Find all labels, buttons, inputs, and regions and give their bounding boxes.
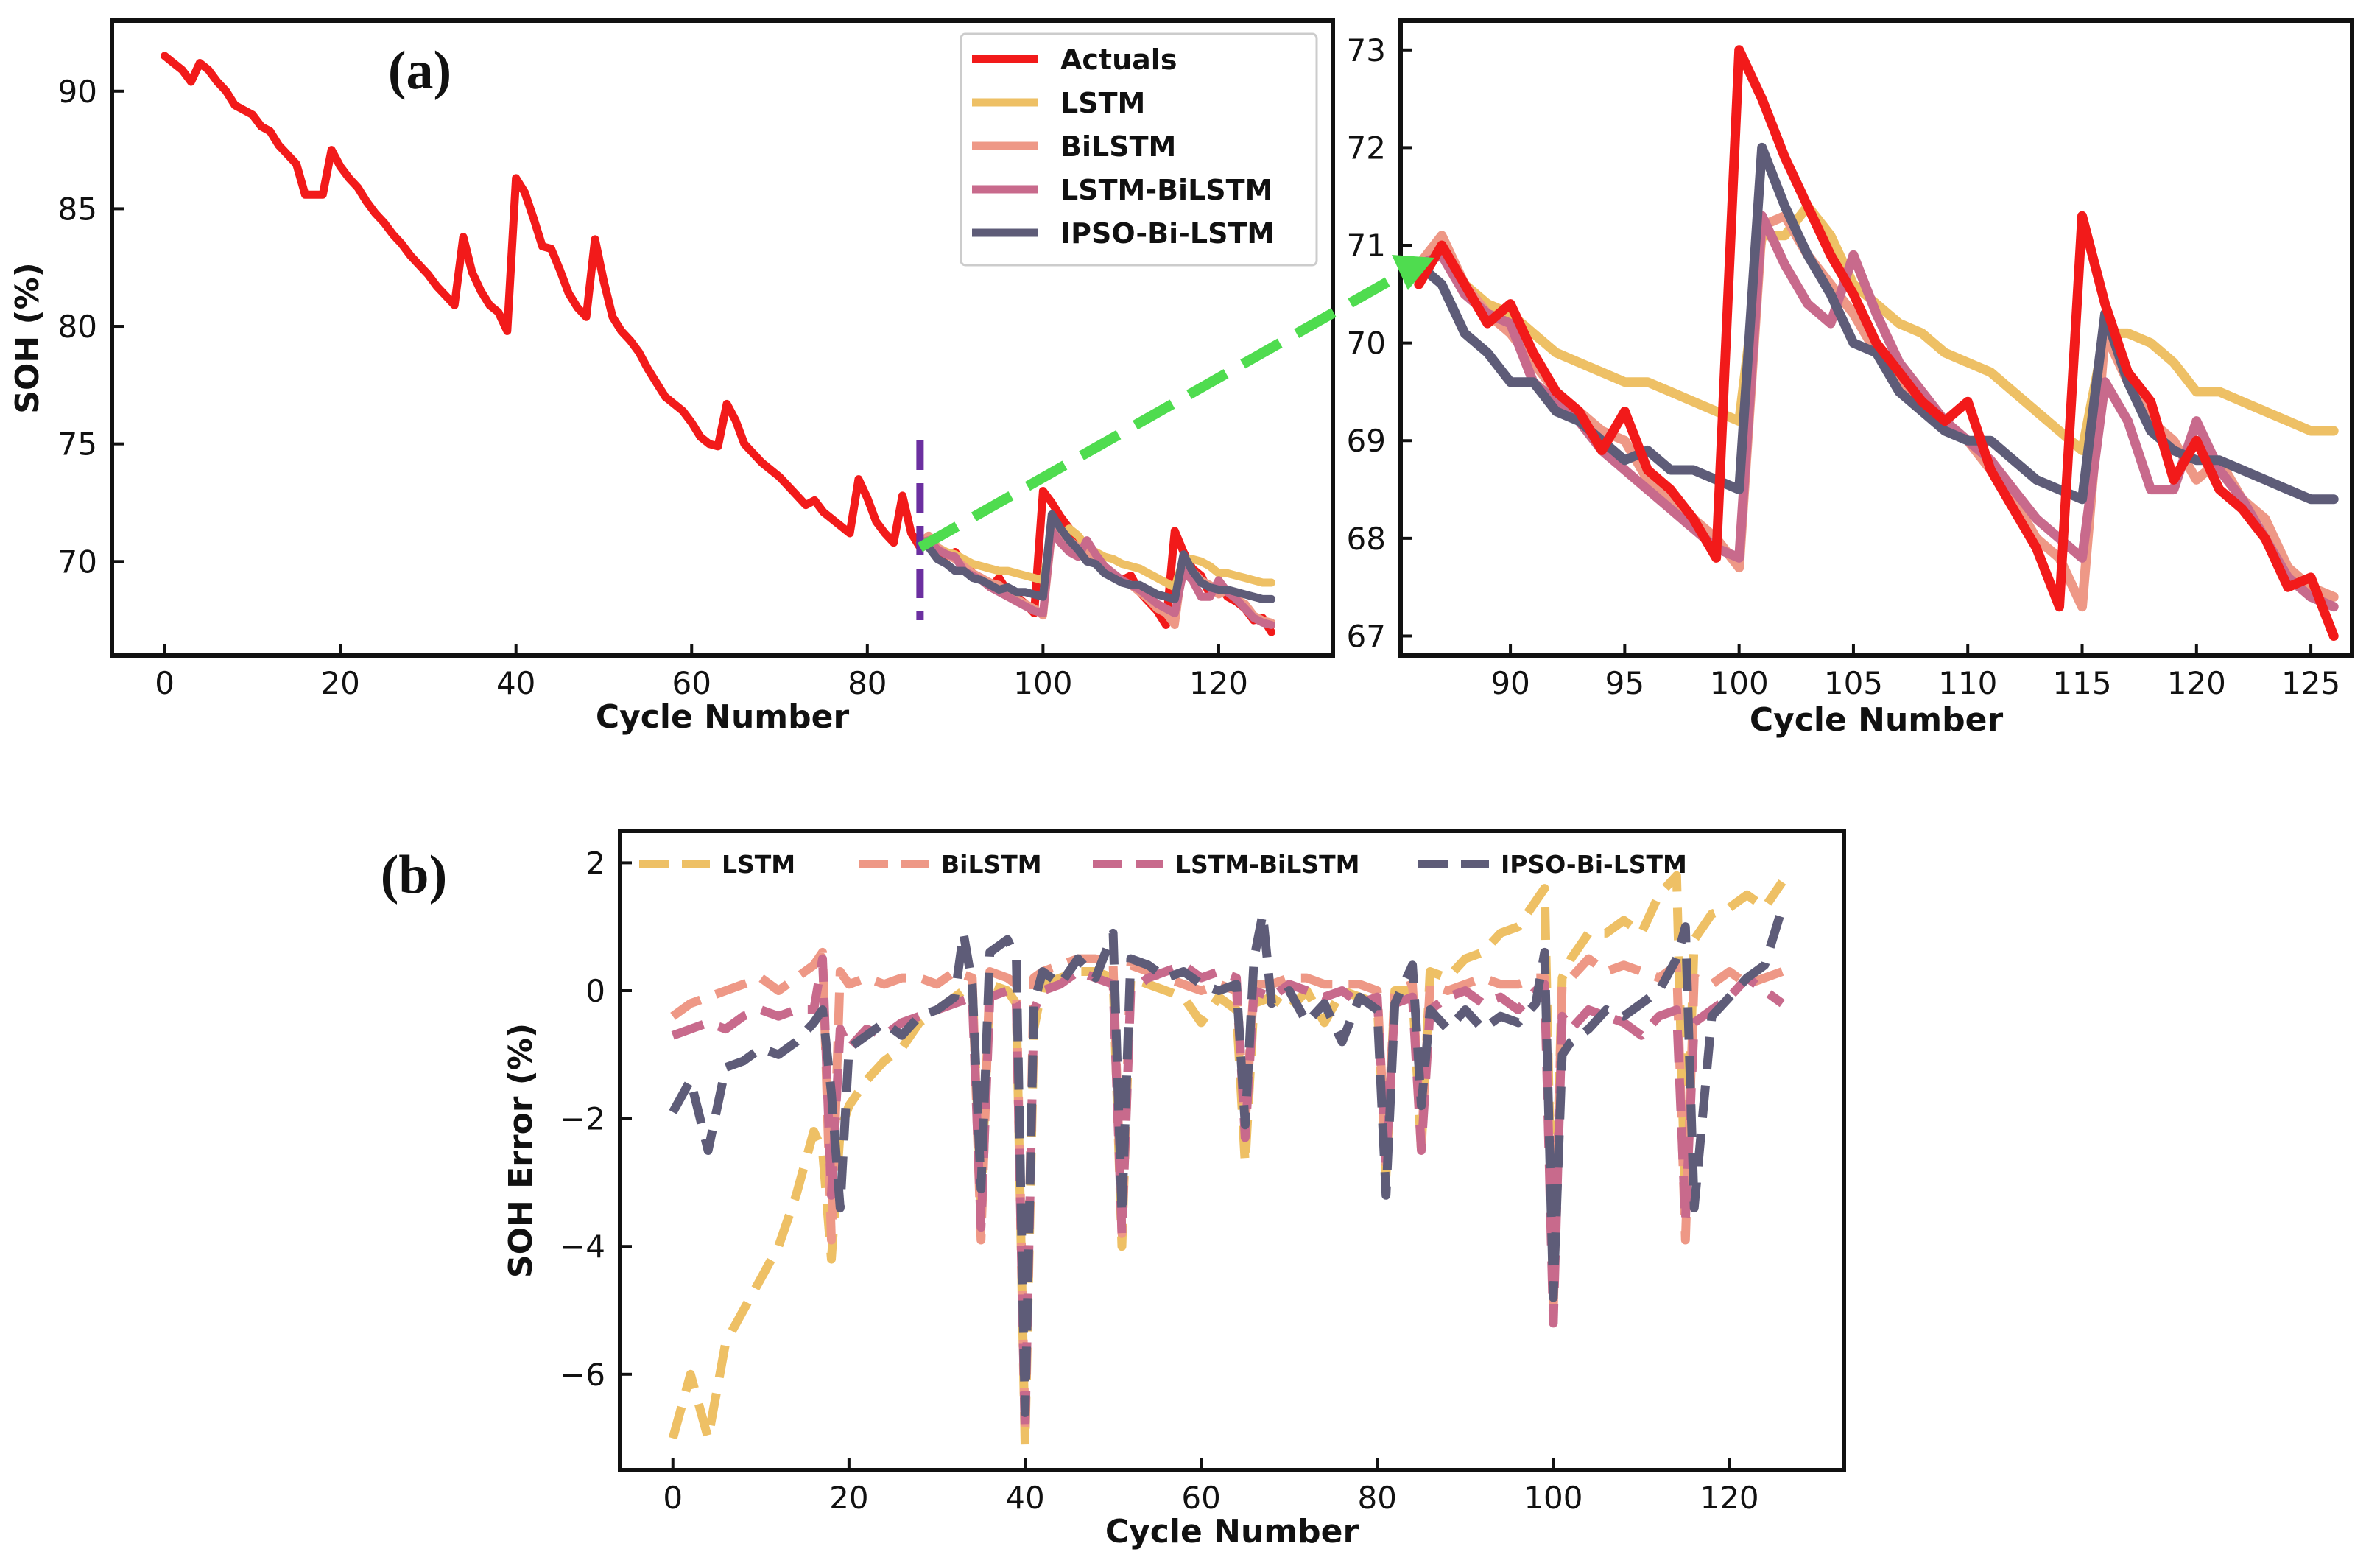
main-xtick-label: 40 (496, 665, 535, 701)
error-xtick-label: 120 (1700, 1480, 1758, 1516)
error-ytick-label: 0 (585, 973, 605, 1009)
error-xtick-label: 0 (663, 1480, 683, 1516)
error-series-group (668, 871, 1787, 1450)
zoom-xtick-label: 110 (1938, 665, 1997, 701)
main-ytick-label: 80 (58, 309, 97, 345)
zoom-xtick-label: 115 (2052, 665, 2111, 701)
zoom-plot-frame (1398, 18, 2354, 658)
main-xtick-label: 60 (672, 665, 711, 701)
panel-label-b: (b) (381, 845, 447, 905)
main-legend-label-lstm: LSTM (1060, 87, 1145, 119)
main-ytick-label: 90 (58, 74, 97, 110)
main-xtick-label: 20 (320, 665, 359, 701)
main-series-actuals (161, 52, 924, 552)
main-legend-label-actuals: Actuals (1060, 43, 1177, 76)
main-plot-frame (110, 18, 1335, 658)
zoom-xtick-label: 105 (1824, 665, 1883, 701)
error-ytick-label: −4 (560, 1229, 605, 1265)
error-legend-label-lstm-bilstm: LSTM-BiLSTM (1175, 850, 1359, 879)
error-legend-label-bilstm: BiLSTM (941, 850, 1042, 879)
error-xtick-label: 80 (1358, 1480, 1397, 1516)
zoom-y-ticks: 67 68 69 70 71 72 73 (1347, 32, 1412, 654)
zoom-series-ipso-bi-lstm (1414, 142, 2339, 505)
error-legend: LSTM BiLSTM LSTM-BiLSTM IPSO-Bi-LSTM (639, 850, 1687, 879)
zoom-ytick-label: 67 (1347, 618, 1386, 654)
zoom-chart: 90 95 100 105 110 115 120 125 67 68 69 70 71 72 73 Cy… (1347, 18, 2354, 739)
main-legend-items: Actuals LSTM BiLSTM LSTM-BiLSTM IPSO-Bi-LSTM (972, 43, 1275, 250)
error-ytick-label: −2 (560, 1101, 605, 1137)
zoom-ytick-label: 69 (1347, 423, 1386, 459)
error-x-axis-label: Cycle Number (1105, 1513, 1359, 1550)
error-series-lstm (668, 871, 1786, 1450)
error-xtick-label: 60 (1181, 1480, 1220, 1516)
error-chart: 0 20 40 60 80 100 120 −6 −4 −2 0 2 (b) Cycle Numbe… (381, 829, 1846, 1550)
main-y-ticks: 70 75 80 85 90 (58, 74, 124, 580)
main-ytick-label: 75 (58, 426, 97, 463)
main-legend-label-bilstm: BiLSTM (1060, 130, 1176, 163)
main-x-axis-label: Cycle Number (596, 698, 850, 736)
error-ytick-label: −6 (560, 1357, 605, 1393)
panel-label-a: (a) (388, 41, 451, 101)
main-y-axis-label: SOH (%) (9, 262, 46, 414)
zoom-xtick-label: 125 (2281, 665, 2340, 701)
zoom-ytick-label: 71 (1347, 228, 1386, 264)
error-y-ticks: −6 −4 −2 0 2 (560, 845, 632, 1393)
zoom-x-axis-label: Cycle Number (1750, 701, 2004, 739)
main-xtick-label: 100 (1013, 665, 1072, 701)
main-xtick-label: 120 (1189, 665, 1248, 701)
error-x-ticks: 0 20 40 60 80 100 120 (663, 1458, 1759, 1516)
zoom-arrow-head (1392, 255, 1434, 290)
main-legend-box (960, 32, 1318, 267)
main-legend-label-lstm-bilstm: LSTM-BiLSTM (1060, 174, 1272, 206)
error-xtick-label: 40 (1005, 1480, 1044, 1516)
zoom-arrow-line (917, 265, 1411, 552)
zoom-ytick-label: 72 (1347, 130, 1386, 166)
main-ytick-label: 70 (58, 544, 97, 580)
main-series-ipso-bi-lstm (915, 510, 1275, 603)
error-series-ipso-bi-lstm (669, 906, 1787, 1417)
error-ytick-label: 2 (585, 845, 605, 881)
zoom-xtick-label: 95 (1605, 665, 1644, 701)
zoom-ytick-label: 73 (1347, 32, 1386, 69)
zoom-xtick-label: 120 (2167, 665, 2226, 701)
main-x-ticks: 0 20 40 60 80 100 120 (155, 644, 1248, 701)
error-xtick-label: 20 (829, 1480, 868, 1516)
zoom-xtick-label: 100 (1710, 665, 1769, 701)
main-xtick-label: 0 (155, 665, 175, 701)
error-legend-label-lstm: LSTM (722, 850, 795, 879)
main-legend: Actuals LSTM BiLSTM LSTM-BiLSTM IPSO-Bi-LSTM (960, 32, 1318, 267)
zoom-ytick-label: 68 (1347, 521, 1386, 557)
error-plot-frame (618, 829, 1846, 1472)
zoom-connector-arrow (917, 255, 1434, 552)
zoom-series-actuals (1414, 45, 2339, 641)
error-legend-label-ipso-bi-lstm: IPSO-Bi-LSTM (1501, 850, 1687, 879)
main-chart: 0 20 40 60 80 100 120 70 75 80 85 90 (a) Cycle Num… (9, 18, 1335, 736)
error-xtick-label: 100 (1524, 1480, 1582, 1516)
zoom-ytick-label: 70 (1347, 326, 1386, 362)
main-legend-label-ipso-bi-lstm: IPSO-Bi-LSTM (1060, 217, 1275, 250)
zoom-series-group (1414, 45, 2339, 641)
main-ytick-label: 85 (58, 191, 97, 227)
error-y-axis-label: SOH Error (%) (502, 1023, 540, 1278)
zoom-xtick-label: 90 (1490, 665, 1529, 701)
main-xtick-label: 80 (848, 665, 887, 701)
zoom-x-ticks: 90 95 100 105 110 115 120 125 (1490, 644, 2340, 701)
main-series-group (161, 52, 1275, 636)
